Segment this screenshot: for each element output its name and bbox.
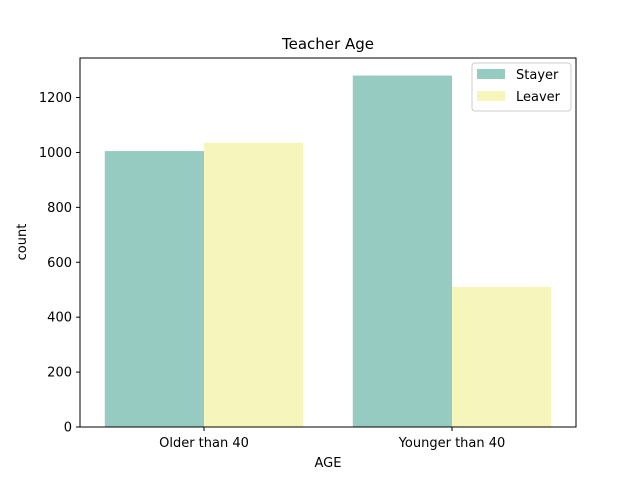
x-axis: Older than 40 Younger than 40 (159, 427, 505, 451)
legend-swatch-stayer (477, 69, 505, 79)
y-tick-label: 1000 (39, 146, 72, 161)
x-tick-label: Older than 40 (159, 436, 249, 451)
bar-leaver-older-than-40 (204, 142, 304, 428)
y-tick-label: 1200 (39, 91, 72, 106)
legend-label-leaver: Leaver (516, 90, 561, 105)
y-tick-label: 600 (47, 256, 72, 271)
y-axis-label: count (15, 224, 30, 261)
bar-stayer-younger-than-40 (352, 75, 452, 428)
legend: Stayer Leaver (471, 62, 572, 112)
y-tick-label: 0 (64, 421, 72, 436)
bar-leaver-younger-than-40 (452, 286, 552, 427)
legend-swatch-leaver (477, 91, 505, 101)
bar-stayer-older-than-40 (104, 151, 204, 427)
bars-group (104, 75, 552, 428)
chart-title: Teacher Age (281, 35, 374, 53)
plot-frame (79, 57, 577, 428)
y-tick-label: 400 (47, 311, 72, 326)
x-axis-label: AGE (315, 456, 342, 471)
x-tick-label: Younger than 40 (398, 436, 506, 451)
y-tick-label: 200 (47, 366, 72, 381)
legend-label-stayer: Stayer (516, 68, 559, 83)
y-tick-label: 800 (47, 201, 72, 216)
y-axis: 0 200 400 600 800 1000 1200 (39, 91, 80, 436)
